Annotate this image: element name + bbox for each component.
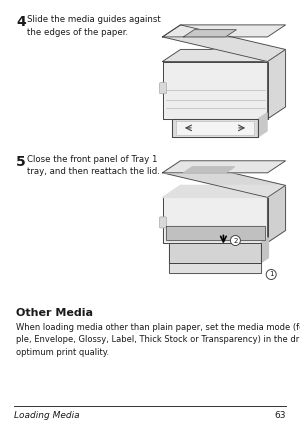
Polygon shape	[163, 197, 268, 243]
Polygon shape	[163, 161, 286, 173]
Polygon shape	[163, 185, 286, 197]
Polygon shape	[169, 243, 261, 263]
Text: Other Media: Other Media	[16, 308, 93, 318]
Polygon shape	[163, 161, 286, 197]
Text: 1: 1	[269, 272, 274, 278]
Polygon shape	[169, 263, 261, 272]
Polygon shape	[184, 30, 236, 37]
Text: 4: 4	[16, 15, 26, 29]
Text: Loading Media: Loading Media	[14, 411, 80, 420]
Polygon shape	[163, 25, 286, 37]
FancyBboxPatch shape	[160, 217, 167, 228]
Text: Close the front panel of Tray 1
tray, and then reattach the lid.: Close the front panel of Tray 1 tray, an…	[27, 155, 160, 176]
FancyBboxPatch shape	[160, 82, 167, 94]
Text: Slide the media guides against
the edges of the paper.: Slide the media guides against the edges…	[27, 15, 161, 37]
Circle shape	[230, 235, 240, 246]
Text: 63: 63	[274, 411, 286, 420]
Polygon shape	[163, 62, 268, 119]
Text: 5: 5	[16, 155, 26, 169]
Text: 2: 2	[233, 238, 238, 244]
Polygon shape	[166, 226, 265, 240]
Polygon shape	[163, 49, 286, 62]
Polygon shape	[268, 185, 286, 243]
Polygon shape	[163, 25, 286, 62]
Polygon shape	[176, 121, 254, 135]
Polygon shape	[172, 119, 258, 137]
Polygon shape	[258, 113, 267, 137]
Circle shape	[266, 269, 276, 280]
Polygon shape	[261, 238, 268, 263]
Text: When loading media other than plain paper, set the media mode (for exam-
ple, En: When loading media other than plain pape…	[16, 323, 300, 357]
Polygon shape	[184, 167, 235, 173]
Polygon shape	[268, 49, 286, 119]
